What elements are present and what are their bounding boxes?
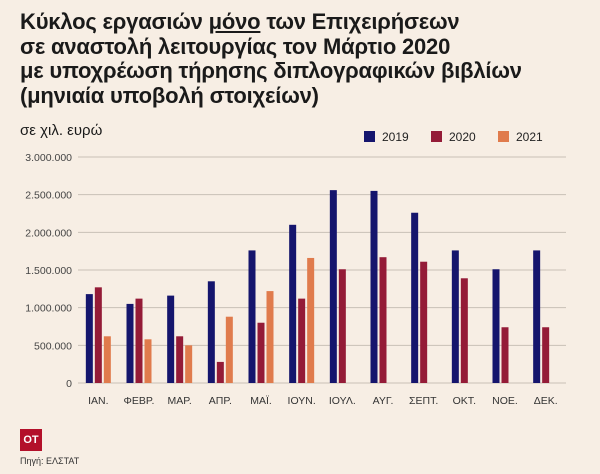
x-tick-label: ΝΟΕ. <box>492 395 518 407</box>
bar-2021 <box>103 336 111 383</box>
x-tick-label: ΜΑΡ. <box>168 395 192 407</box>
x-tick-label: ΙΑΝ. <box>88 395 108 407</box>
bar-2019 <box>370 190 378 383</box>
y-tick-label: 2.000.000 <box>25 227 72 239</box>
bar-2019 <box>411 212 419 383</box>
chart-title: Κύκλος εργασιών μόνο των Επιχειρήσεων σε… <box>20 9 580 108</box>
bar-2020 <box>542 327 550 383</box>
title-line-2: σε αναστολή λειτουργίας τον Μάρτιο 2020 <box>20 33 451 59</box>
bar-2020 <box>501 327 509 383</box>
bar-2019 <box>207 281 215 383</box>
x-tick-label: ΟΚΤ. <box>453 395 476 407</box>
bar-2020 <box>460 278 468 383</box>
bar-2019 <box>329 190 337 383</box>
bar-2019 <box>533 250 541 383</box>
bar-2020 <box>379 257 387 383</box>
bar-2020 <box>216 361 224 383</box>
legend-label-2020: 2020 <box>449 130 476 144</box>
bar-2020 <box>338 269 346 383</box>
title-line-4: (μηνιαία υποβολή στοιχείων) <box>20 82 319 108</box>
bar-2019 <box>167 295 175 383</box>
x-tick-label: ΔΕΚ. <box>534 395 558 407</box>
chart-subtitle: σε χιλ. ευρώ <box>20 122 103 139</box>
x-tick-label: ΦΕΒΡ. <box>124 395 155 407</box>
bar-2021 <box>225 316 233 383</box>
bar-2020 <box>135 298 143 383</box>
title-line-1-end: των Επιχειρήσεων <box>260 9 460 34</box>
legend-swatch-2019 <box>364 131 375 142</box>
bar-2021 <box>266 291 274 383</box>
x-tick-label: ΙΟΥΛ. <box>329 395 356 407</box>
y-tick-label: 0 <box>66 378 72 390</box>
bar-2021 <box>307 257 315 383</box>
x-tick-label: ΙΟΥΝ. <box>288 395 316 407</box>
ot-logo: OT <box>20 429 42 451</box>
x-tick-label: ΜΑΪ. <box>250 395 272 407</box>
legend-label-2021: 2021 <box>516 130 543 144</box>
y-tick-label: 500.000 <box>34 340 72 352</box>
x-tick-label: ΑΠΡ. <box>209 395 232 407</box>
bar-2021 <box>144 339 152 383</box>
title-underlined-word: μόνο <box>208 9 261 34</box>
bar-2019 <box>492 269 500 383</box>
bar-2021 <box>185 345 193 383</box>
legend-swatch-2021 <box>498 131 509 142</box>
y-tick-label: 1.500.000 <box>25 265 72 277</box>
legend-swatch-2020 <box>431 131 442 142</box>
bar-2020 <box>94 287 102 383</box>
bar-2019 <box>248 250 256 383</box>
legend-label-2019: 2019 <box>382 130 409 144</box>
bar-2019 <box>85 294 93 383</box>
x-tick-label: ΑΥΓ. <box>373 395 394 407</box>
bar-2019 <box>126 303 134 383</box>
y-tick-label: 3.000.000 <box>25 152 72 164</box>
y-tick-label: 1.000.000 <box>25 303 72 315</box>
bar-2019 <box>451 250 459 383</box>
bar-2020 <box>298 298 306 383</box>
bar-2020 <box>257 322 265 383</box>
title-line-1: Κύκλος εργασιών μόνο των Επιχειρήσεων <box>20 9 580 35</box>
x-tick-label: ΣΕΠΤ. <box>409 395 438 407</box>
bar-2020 <box>420 261 428 383</box>
title-line-3: με υποχρέωση τήρησης διπλογραφικών βιβλί… <box>20 58 522 83</box>
title-line-1-start: Κύκλος εργασιών <box>20 9 209 34</box>
source-note: Πηγή: ΕΛΣΤΑΤ <box>20 456 80 466</box>
bar-2020 <box>176 336 184 383</box>
bar-2019 <box>289 224 297 383</box>
y-tick-label: 2.500.000 <box>25 190 72 202</box>
